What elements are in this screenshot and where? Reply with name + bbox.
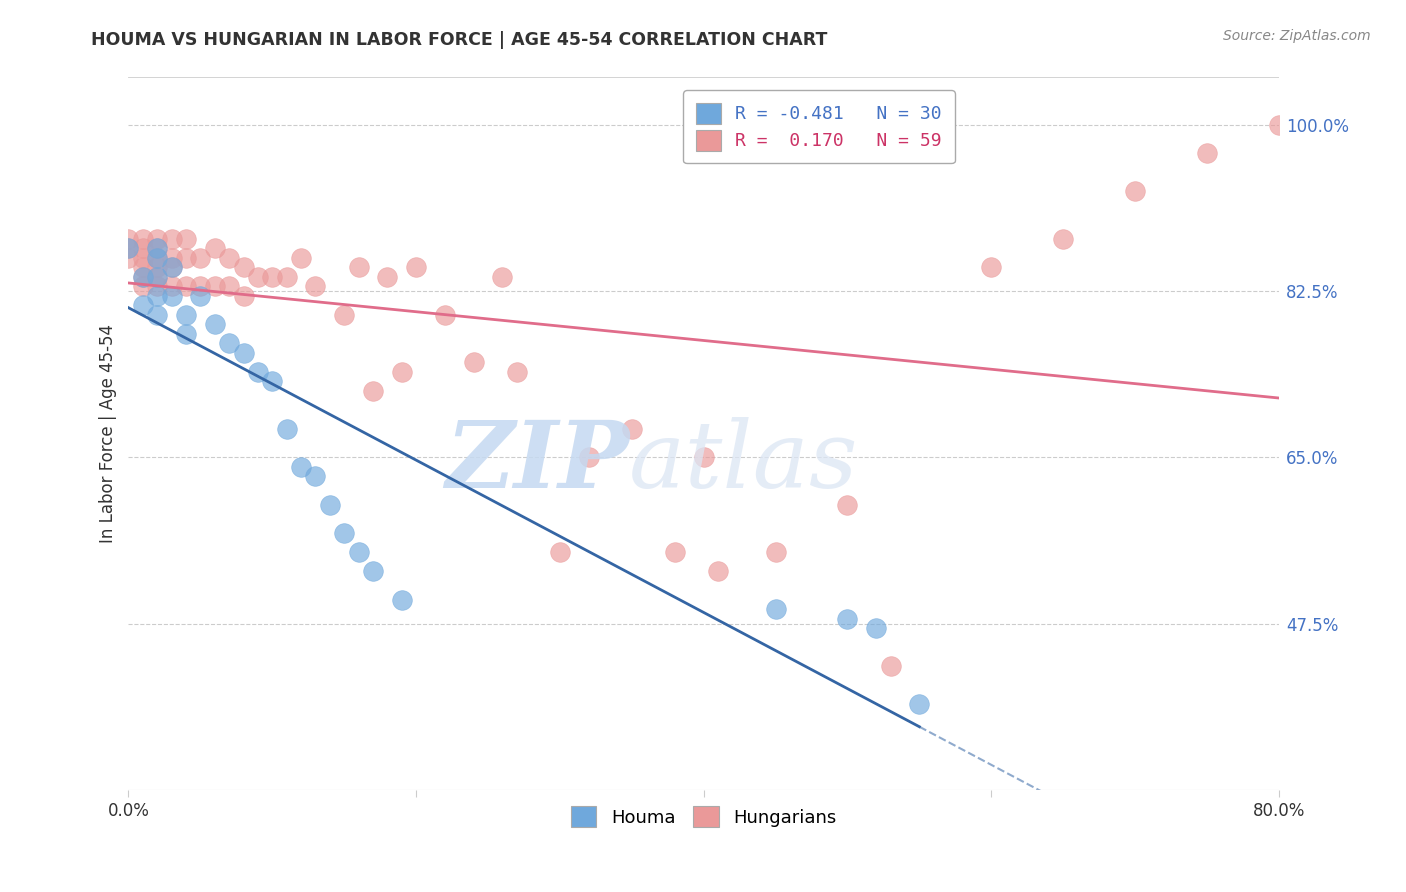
Point [174,308,197,322]
Point [174,279,197,293]
Point [391,593,413,607]
Point [160,260,183,275]
Point [319,498,342,512]
Point [117,251,139,265]
Point [865,622,887,636]
Point [146,289,169,303]
Point [347,545,370,559]
Point [1052,232,1074,246]
Point [246,269,269,284]
Point [160,232,183,246]
Point [190,289,212,303]
Point [160,260,183,275]
Point [160,279,183,293]
Point [146,269,169,284]
Point [204,279,226,293]
Point [204,318,226,332]
Point [218,336,240,351]
Point [375,269,398,284]
Point [1268,118,1291,132]
Point [232,346,254,360]
Point [361,384,384,398]
Point [232,260,254,275]
Point [765,602,787,616]
Point [405,260,427,275]
Point [304,279,326,293]
Point [578,450,600,465]
Legend: Houma, Hungarians: Houma, Hungarians [564,799,844,834]
Point [132,269,155,284]
Point [146,279,169,293]
Point [333,308,356,322]
Point [664,545,686,559]
Point [692,450,714,465]
Point [491,269,513,284]
Point [506,365,529,379]
Point [290,251,312,265]
Point [132,279,155,293]
Point [908,698,931,712]
Point [146,242,169,256]
Point [132,260,155,275]
Point [146,251,169,265]
Point [232,289,254,303]
Point [117,232,139,246]
Point [246,365,269,379]
Point [879,659,901,673]
Point [146,269,169,284]
Point [980,260,1002,275]
Point [262,375,284,389]
Text: HOUMA VS HUNGARIAN IN LABOR FORCE | AGE 45-54 CORRELATION CHART: HOUMA VS HUNGARIAN IN LABOR FORCE | AGE … [91,31,828,49]
Point [160,289,183,303]
Text: Source: ZipAtlas.com: Source: ZipAtlas.com [1223,29,1371,43]
Point [276,269,298,284]
Point [218,251,240,265]
Point [304,469,326,483]
Point [837,498,859,512]
Point [174,232,197,246]
Point [276,422,298,436]
Point [204,242,226,256]
Point [218,279,240,293]
Point [132,251,155,265]
Y-axis label: In Labor Force | Age 45-54: In Labor Force | Age 45-54 [100,324,117,543]
Point [620,422,643,436]
Point [146,251,169,265]
Text: ZIP: ZIP [444,417,628,508]
Point [146,308,169,322]
Point [132,242,155,256]
Point [262,269,284,284]
Point [132,298,155,312]
Point [174,251,197,265]
Point [707,565,730,579]
Point [1195,146,1218,161]
Point [190,251,212,265]
Point [433,308,456,322]
Point [837,612,859,626]
Point [290,459,312,474]
Point [361,565,384,579]
Point [190,279,212,293]
Point [765,545,787,559]
Point [548,545,571,559]
Point [174,326,197,341]
Point [117,242,139,256]
Point [160,251,183,265]
Point [1123,185,1146,199]
Point [132,269,155,284]
Point [146,260,169,275]
Point [146,242,169,256]
Point [391,365,413,379]
Point [117,242,139,256]
Point [347,260,370,275]
Point [146,232,169,246]
Point [132,232,155,246]
Text: atlas: atlas [628,417,859,508]
Point [333,526,356,541]
Point [463,355,485,369]
